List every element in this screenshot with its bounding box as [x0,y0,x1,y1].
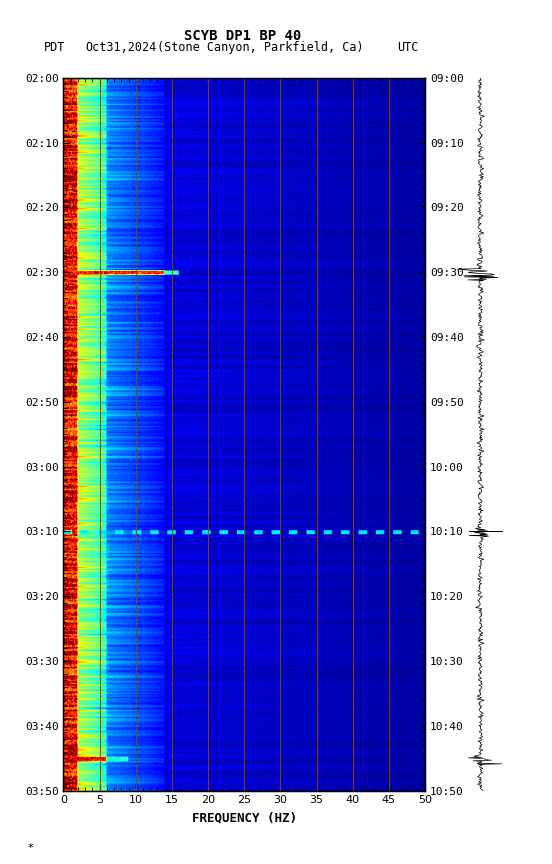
Text: UTC: UTC [397,41,419,54]
Text: *: * [28,843,33,853]
X-axis label: FREQUENCY (HZ): FREQUENCY (HZ) [192,811,297,824]
Text: (Stone Canyon, Parkfield, Ca): (Stone Canyon, Parkfield, Ca) [157,41,364,54]
Text: PDT: PDT [44,41,66,54]
Text: SCYB DP1 BP 40: SCYB DP1 BP 40 [184,29,301,42]
Text: Oct31,2024: Oct31,2024 [86,41,157,54]
